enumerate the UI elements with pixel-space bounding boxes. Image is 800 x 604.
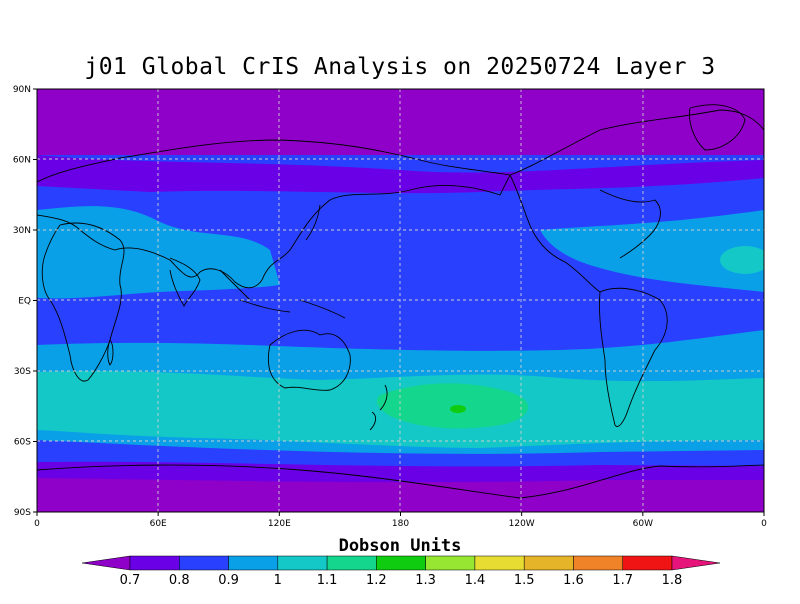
latitude-axis: 90N 60N 30N EQ 30S 60S 90S — [13, 85, 37, 518]
map-title: j01 Global CrIS Analysis on 20250724 Lay… — [84, 54, 716, 80]
colorbar-segment — [376, 555, 426, 571]
colorbar-segment — [573, 555, 623, 571]
colorbar-segment — [622, 555, 673, 571]
colorbar-arrow-low — [81, 555, 131, 571]
lon-tick-label: 120W — [509, 519, 535, 529]
colorbar-label: 1.1 — [317, 573, 338, 588]
lat-tick-label: 90N — [13, 85, 31, 95]
colorbar-label: 1.7 — [612, 573, 633, 588]
lat-tick-label: EQ — [18, 297, 31, 307]
colorbar-label: 1 — [274, 573, 282, 588]
colorbar-label: 1.8 — [662, 573, 683, 588]
lat-tick-label: 30N — [13, 226, 31, 236]
lat-tick-label: 30S — [14, 367, 31, 377]
colorbar-label: 0.8 — [169, 573, 190, 588]
colorbar-segment — [179, 555, 229, 571]
lon-tick-label: 0 — [34, 519, 40, 529]
colorbar — [81, 555, 721, 571]
colorbar-label: 0.7 — [120, 573, 141, 588]
lon-tick-label: 0 — [761, 519, 767, 529]
colorbar-label: 0.9 — [218, 573, 239, 588]
colorbar-segment — [523, 555, 574, 571]
lon-tick-label: 60W — [633, 519, 653, 529]
colorbar-segment — [474, 555, 525, 571]
colorbar-segment — [129, 555, 180, 571]
colorbar-label: 1.5 — [514, 573, 535, 588]
coastlines — [37, 104, 764, 499]
longitude-axis: 0 60E 120E 180 120W 60W 0 — [34, 512, 767, 529]
colorbar-segment — [326, 555, 377, 571]
colorbar-segment — [228, 555, 279, 571]
colorbar-segment — [277, 555, 328, 571]
lon-tick-label: 60E — [150, 519, 167, 529]
colorbar-arrow-high — [671, 555, 721, 571]
graticule — [37, 89, 764, 512]
lat-tick-label: 60S — [14, 438, 31, 448]
colorbar-segment — [425, 555, 476, 571]
lat-tick-label: 60N — [13, 156, 31, 166]
lat-tick-label: 90S — [14, 508, 31, 518]
colorbar-label: 1.4 — [465, 573, 486, 588]
colorbar-label: 1.3 — [415, 573, 436, 588]
lon-tick-label: 180 — [392, 519, 409, 529]
colorbar-labels: 0.7 0.8 0.9 1 1.1 1.2 1.3 1.4 1.5 1.6 1.7 1.8 — [120, 573, 683, 588]
colorbar-title: Dobson Units — [338, 536, 462, 556]
colorbar-label: 1.6 — [563, 573, 584, 588]
lon-tick-label: 120E — [268, 519, 291, 529]
colorbar-label: 1.2 — [366, 573, 387, 588]
